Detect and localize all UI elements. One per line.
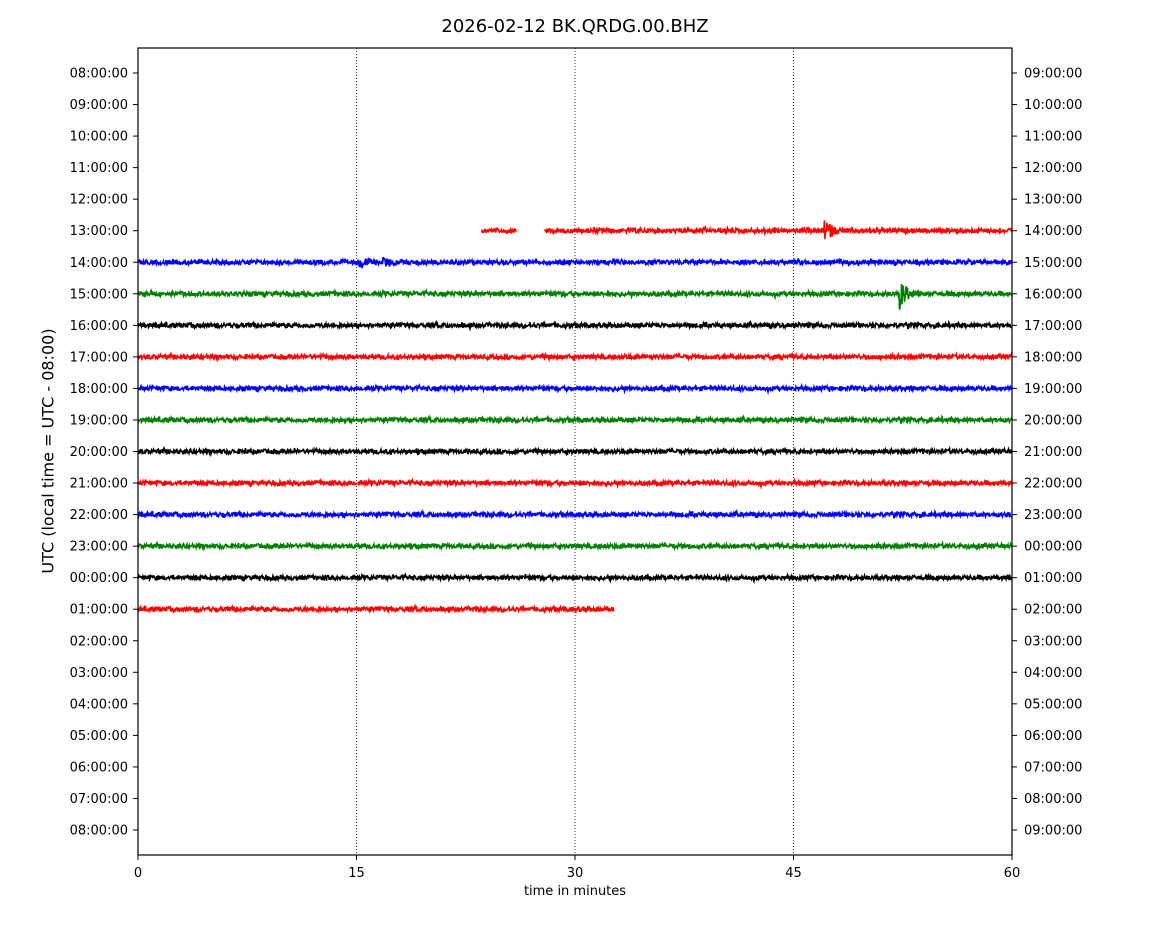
y-tick-label-left: 17:00:00 (70, 350, 128, 365)
y-tick-label-left: 09:00:00 (70, 98, 128, 113)
x-tick-label: 30 (567, 866, 584, 881)
y-tick-label-right: 02:00:00 (1024, 603, 1082, 618)
y-tick-label-right: 12:00:00 (1024, 161, 1082, 176)
y-tick-label-right: 05:00:00 (1024, 697, 1082, 712)
y-tick-label-left: 15:00:00 (70, 287, 128, 302)
y-tick-label-left: 16:00:00 (70, 319, 128, 334)
seismic-trace (137, 283, 1013, 310)
x-tick-label: 45 (785, 866, 802, 881)
y-tick-label-right: 15:00:00 (1024, 256, 1082, 271)
y-tick-label-left: 14:00:00 (70, 256, 128, 271)
x-axis-label: time in minutes (523, 884, 627, 899)
seismic-trace (481, 226, 518, 236)
y-tick-label-right: 03:00:00 (1024, 634, 1082, 649)
y-tick-label-left: 00:00:00 (70, 571, 128, 586)
seismic-trace (137, 256, 1013, 269)
seismic-trace (137, 603, 615, 615)
y-tick-label-left: 04:00:00 (70, 697, 128, 712)
y-tick-label-left: 02:00:00 (70, 634, 128, 649)
y-tick-label-right: 17:00:00 (1024, 319, 1082, 334)
y-tick-label-right: 21:00:00 (1024, 445, 1082, 460)
seismic-trace (137, 382, 1013, 396)
y-tick-label-left: 08:00:00 (70, 824, 128, 839)
x-tick-label: 0 (134, 866, 142, 881)
y-tick-label-right: 13:00:00 (1024, 193, 1082, 208)
y-tick-label-right: 09:00:00 (1024, 67, 1082, 82)
y-axis-label: UTC (local time = UTC - 08:00) (38, 328, 58, 574)
y-tick-label-left: 23:00:00 (70, 540, 128, 555)
y-tick-label-left: 08:00:00 (70, 67, 128, 82)
seismic-trace (137, 571, 1013, 585)
y-tick-label-left: 18:00:00 (70, 382, 128, 397)
y-tick-label-left: 10:00:00 (70, 130, 128, 145)
x-tick-label: 15 (348, 866, 365, 881)
seismic-trace (137, 540, 1013, 552)
y-tick-label-left: 07:00:00 (70, 792, 128, 807)
seismic-trace (137, 319, 1013, 332)
y-tick-label-left: 01:00:00 (70, 603, 128, 618)
seismic-trace (137, 508, 1013, 520)
seismic-trace (137, 351, 1013, 363)
y-tick-label-right: 00:00:00 (1024, 540, 1082, 555)
y-tick-label-left: 22:00:00 (70, 508, 128, 523)
y-tick-label-right: 11:00:00 (1024, 130, 1082, 145)
y-tick-label-right: 10:00:00 (1024, 98, 1082, 113)
x-tick-label: 60 (1004, 866, 1021, 881)
y-tick-label-left: 06:00:00 (70, 760, 128, 775)
plot-frame (137, 47, 1013, 856)
y-tick-label-left: 12:00:00 (70, 193, 128, 208)
y-tick-label-right: 04:00:00 (1024, 666, 1082, 681)
y-tick-label-right: 01:00:00 (1024, 571, 1082, 586)
seismic-trace (137, 445, 1013, 458)
y-tick-label-right: 08:00:00 (1024, 792, 1082, 807)
seismic-trace (544, 220, 1013, 240)
y-tick-label-right: 19:00:00 (1024, 382, 1082, 397)
y-tick-label-right: 18:00:00 (1024, 350, 1082, 365)
y-tick-label-right: 16:00:00 (1024, 287, 1082, 302)
y-tick-label-left: 19:00:00 (70, 413, 128, 428)
y-tick-label-right: 06:00:00 (1024, 729, 1082, 744)
y-tick-label-left: 03:00:00 (70, 666, 128, 681)
y-tick-label-left: 21:00:00 (70, 477, 128, 492)
y-tick-label-left: 11:00:00 (70, 161, 128, 176)
y-tick-label-right: 20:00:00 (1024, 413, 1082, 428)
seismic-trace (137, 414, 1013, 426)
y-tick-label-right: 09:00:00 (1024, 824, 1082, 839)
y-tick-label-left: 13:00:00 (70, 224, 128, 239)
y-tick-label-left: 20:00:00 (70, 445, 128, 460)
y-tick-label-right: 14:00:00 (1024, 224, 1082, 239)
y-tick-label-right: 07:00:00 (1024, 760, 1082, 775)
seismic-trace (137, 477, 1013, 490)
y-tick-label-right: 23:00:00 (1024, 508, 1082, 523)
y-tick-label-left: 05:00:00 (70, 729, 128, 744)
chart-title: 2026-02-12 BK.QRDG.00.BHZ (441, 16, 709, 37)
y-tick-label-right: 22:00:00 (1024, 477, 1082, 492)
